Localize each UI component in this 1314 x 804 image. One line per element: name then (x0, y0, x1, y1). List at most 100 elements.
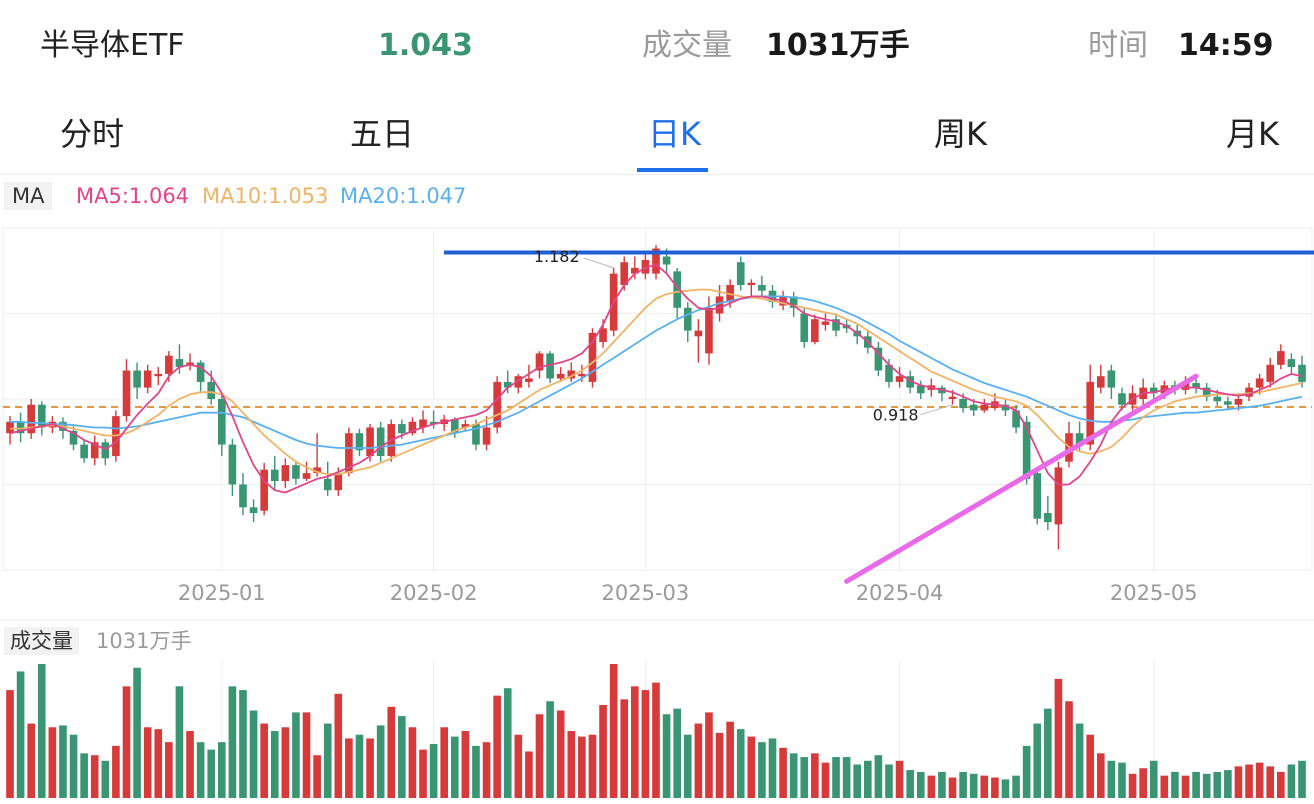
active-tab-underline (637, 168, 708, 172)
x-tick-label: 2025-04 (856, 581, 944, 605)
candle (758, 275, 766, 297)
ma5-legend: MA5:1.064 (76, 184, 190, 208)
ma20-legend: MA20:1.047 (340, 184, 467, 208)
candle (80, 440, 88, 463)
ma-tag[interactable]: MA (4, 182, 53, 210)
time-value: 14:59 (1178, 28, 1274, 63)
candle-body (101, 442, 110, 459)
candle-body (27, 404, 35, 434)
volume-tag[interactable]: 成交量 (4, 627, 79, 655)
volume-bar (323, 723, 332, 798)
candle-body (673, 271, 681, 308)
volume-bar (588, 734, 597, 798)
candle-body (652, 248, 660, 274)
candle-body (969, 404, 978, 411)
max-leader (583, 257, 614, 269)
candle-body (1149, 387, 1158, 394)
period-tabs: 分时 五日 日K 周K 月K (0, 92, 1314, 175)
volume-bar (747, 736, 756, 798)
candle-body (959, 399, 967, 409)
volume-bar (48, 727, 57, 798)
candle-body (503, 381, 512, 388)
volume-bar (16, 671, 25, 798)
volume-bar (1044, 708, 1052, 798)
tab-intraday[interactable]: 分时 (60, 115, 125, 153)
volume-bar (1287, 764, 1296, 798)
x-tick-label: 2025-05 (1110, 581, 1198, 605)
candle (631, 256, 639, 280)
candle-body (1022, 421, 1031, 479)
candle (789, 291, 798, 317)
volume-bar (874, 755, 883, 798)
candle (832, 313, 840, 337)
candle (980, 399, 989, 413)
volume-bar (355, 734, 364, 798)
volume-bar (302, 712, 311, 798)
volume-bar (927, 775, 936, 798)
candle-body (1255, 378, 1264, 388)
volume-bar (366, 738, 374, 798)
candle-body (631, 267, 639, 274)
candle-body (715, 296, 724, 314)
tab-monthly-k[interactable]: 月K (1226, 115, 1279, 153)
candle-body (133, 370, 141, 388)
candle (895, 367, 904, 388)
volume-bar (863, 760, 872, 798)
candle (27, 399, 35, 439)
volume-bar (525, 751, 533, 798)
candle-body (683, 307, 692, 331)
tab-weekly-k[interactable]: 周K (934, 115, 987, 153)
volume-bar (789, 753, 798, 798)
candle-body (948, 396, 957, 399)
volume-bar (450, 736, 459, 798)
candle-body (874, 347, 883, 371)
candle-body (1192, 383, 1200, 388)
candle (556, 367, 565, 382)
candle-body (239, 484, 247, 508)
volume-bar (948, 777, 957, 798)
candle-body (1086, 381, 1095, 445)
candle (302, 461, 311, 482)
candle (652, 245, 660, 280)
candle (1255, 373, 1264, 395)
candle-body (37, 404, 46, 428)
candle-body (588, 332, 597, 382)
candle-body (143, 370, 152, 388)
candle-body (450, 419, 459, 434)
candle (69, 426, 78, 451)
candle (906, 370, 914, 394)
candle-body (249, 507, 258, 513)
candle (588, 328, 597, 388)
volume-bar (556, 710, 565, 798)
candle (885, 359, 893, 388)
candle (154, 367, 163, 386)
volume-bar (673, 708, 681, 798)
candle-body (980, 404, 989, 411)
candle (1298, 355, 1306, 388)
volume-bar (281, 727, 290, 798)
volume-bar (101, 760, 110, 798)
tab-daily-k[interactable]: 日K (648, 115, 701, 153)
candle (323, 461, 332, 496)
volume-bar (345, 738, 353, 798)
volume-bar (228, 686, 237, 798)
security-name: 半导体ETF (40, 28, 185, 63)
volume-bar (853, 764, 862, 798)
volume-bar (59, 725, 67, 798)
candle-body (355, 433, 364, 451)
candle (217, 393, 226, 456)
x-tick-label: 2025-03 (602, 581, 690, 605)
candle-body (217, 399, 226, 445)
candle (1044, 495, 1052, 531)
candle (800, 307, 809, 348)
volume-bar (207, 749, 216, 798)
volume-bar (779, 747, 787, 798)
volume-bar (1298, 760, 1306, 798)
tab-five-day[interactable]: 五日 (350, 115, 415, 153)
candle (546, 351, 554, 384)
candle-body (90, 442, 99, 459)
x-axis-ticks: 2025-01 2025-02 2025-03 2025-04 2025-05 (178, 581, 1198, 605)
candle-body (1044, 513, 1052, 523)
candle (6, 416, 14, 445)
